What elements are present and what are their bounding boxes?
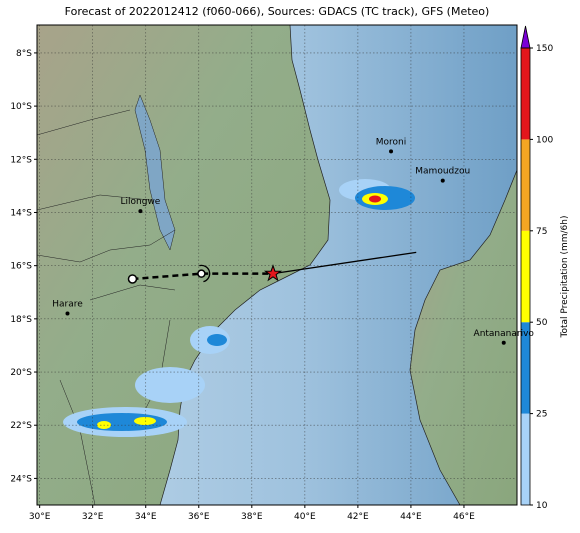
city-label: Harare [52,300,83,310]
y-tick-label: 12°S [10,155,32,165]
madagascar-land [409,169,517,505]
y-tick-label: 20°S [10,368,32,378]
y-tick-label: 14°S [10,208,32,218]
x-tick-label: 44°E [400,512,422,522]
map-area [37,25,517,505]
city-dot [440,178,445,183]
x-tick-label: 40°E [294,512,316,522]
track-current [263,264,283,282]
colorbar-tick-label: 75 [536,227,547,237]
track-point [127,274,138,284]
y-tick-label: 22°S [10,421,32,431]
track-forecast [272,251,417,275]
city-dot [389,149,394,154]
colorbar-frame [520,47,531,506]
map-frame [36,24,518,506]
x-tick-label: 46°E [453,512,475,522]
colorbar-segment [521,230,530,323]
city-label: Antananarivo [474,329,535,339]
borders [37,109,176,505]
y-tick-label: 10°S [10,102,32,112]
x-tick-label: 30°E [29,512,51,522]
y-tick-label: 24°S [10,474,32,484]
x-tick-label: 42°E [347,512,369,522]
colorbar-tick-label: 25 [536,410,547,420]
precip-area [135,367,205,403]
track-past [132,272,274,281]
y-tick-label: 8°S [16,49,32,59]
track-point [197,269,206,278]
lake-malawi [134,94,176,251]
colorbar-tick-label: 100 [536,135,553,145]
colorbar-extension [520,25,531,49]
city-label: Mamoudzou [415,167,470,177]
storm-symbol [199,264,211,283]
colorbar-tick-label: 10 [536,501,548,511]
precip-area [369,195,381,203]
colorbar-segment [521,322,530,414]
colorbar-label: Total Precipitation (mm/6h) [560,215,570,338]
y-tick-label: 16°S [10,262,32,272]
city-label: Lilongwe [121,197,161,207]
x-tick-label: 34°E [135,512,157,522]
africa-land [37,25,331,505]
x-tick-label: 36°E [188,512,210,522]
colorbar-tick-label: 50 [536,318,548,328]
colorbar-segment [521,48,530,140]
precip-area [134,417,156,425]
city-dot [138,209,143,214]
city-label: Moroni [376,137,407,147]
x-tick-label: 38°E [241,512,263,522]
map-title: Forecast of 2022012412 (f060-066), Sourc… [65,5,490,18]
city-dot [65,311,70,316]
precip-area [207,334,227,346]
city-dot [501,340,506,345]
x-tick-label: 32°E [82,512,104,522]
colorbar-tick-label: 150 [536,44,553,54]
colorbar-segment [521,139,530,231]
y-tick-label: 18°S [10,315,32,325]
colorbar-segment [521,413,530,505]
